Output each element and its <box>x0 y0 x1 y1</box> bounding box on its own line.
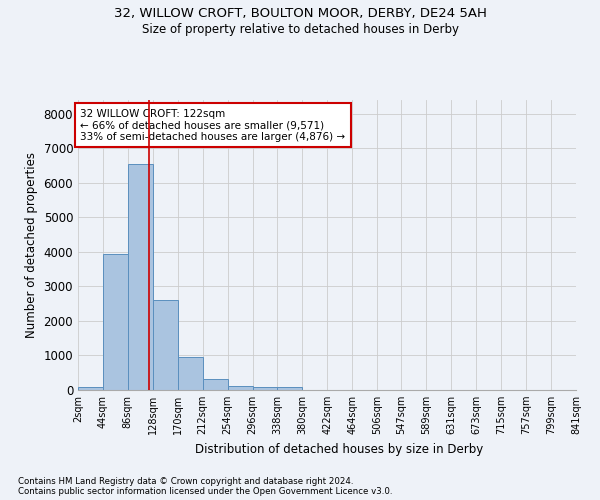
Text: Distribution of detached houses by size in Derby: Distribution of detached houses by size … <box>195 442 483 456</box>
Bar <box>253 386 277 390</box>
Bar <box>178 357 203 390</box>
Bar <box>227 386 253 390</box>
Text: Size of property relative to detached houses in Derby: Size of property relative to detached ho… <box>142 22 458 36</box>
Y-axis label: Number of detached properties: Number of detached properties <box>25 152 38 338</box>
Bar <box>277 387 302 390</box>
Text: 32 WILLOW CROFT: 122sqm
← 66% of detached houses are smaller (9,571)
33% of semi: 32 WILLOW CROFT: 122sqm ← 66% of detache… <box>80 108 346 142</box>
Bar <box>203 380 227 390</box>
Text: Contains HM Land Registry data © Crown copyright and database right 2024.: Contains HM Land Registry data © Crown c… <box>18 478 353 486</box>
Bar <box>78 388 103 390</box>
Text: Contains public sector information licensed under the Open Government Licence v3: Contains public sector information licen… <box>18 488 392 496</box>
Bar <box>153 300 178 390</box>
Bar <box>103 254 128 390</box>
Bar <box>128 164 153 390</box>
Text: 32, WILLOW CROFT, BOULTON MOOR, DERBY, DE24 5AH: 32, WILLOW CROFT, BOULTON MOOR, DERBY, D… <box>113 8 487 20</box>
